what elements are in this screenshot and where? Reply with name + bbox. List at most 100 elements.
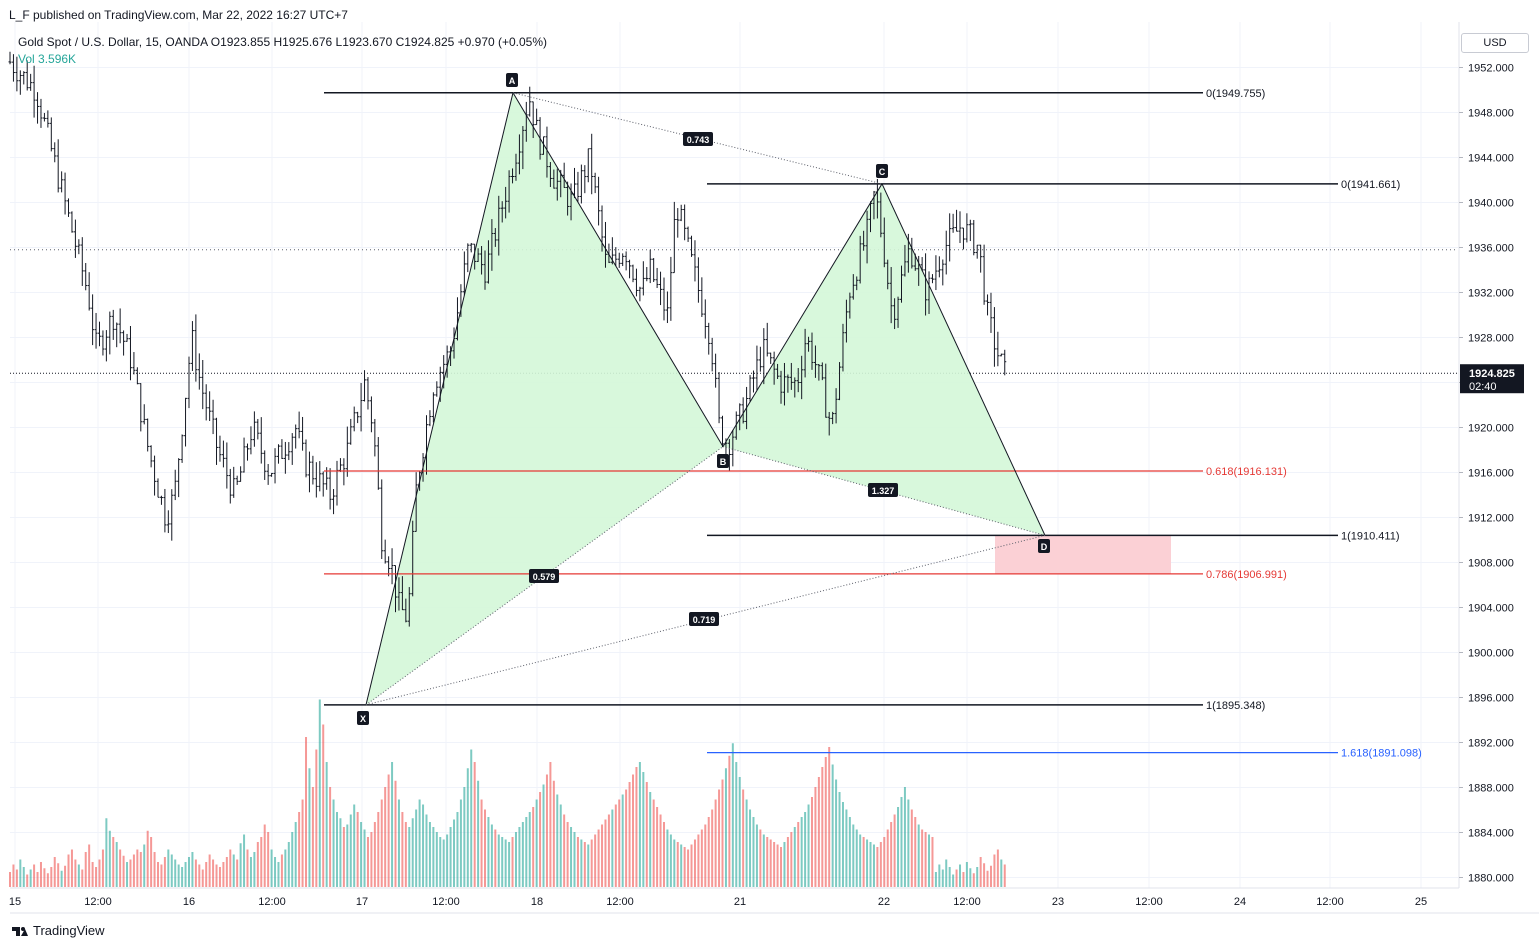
volume-bar (621, 794, 624, 887)
volume-bar (855, 829, 858, 887)
volume-bar (924, 832, 927, 887)
volume-bar (232, 854, 235, 887)
volume-bar (852, 824, 855, 887)
volume-bar (163, 857, 166, 887)
volume-bar (329, 787, 332, 887)
volume-bar (759, 829, 762, 887)
fib-label: 1(1895.348) (1206, 700, 1265, 712)
tradingview-logo[interactable]: TradingView (12, 923, 105, 938)
volume-bar (886, 829, 889, 887)
volume-bar (917, 824, 920, 887)
volume-bar (119, 849, 122, 887)
volume-bar (356, 812, 359, 887)
volume-bar (101, 849, 104, 887)
volume-bar (607, 814, 610, 887)
price-tick-label: 1912.000 (1468, 513, 1514, 525)
volume-bar (769, 839, 772, 887)
time-tick-label: 12:00 (606, 896, 634, 908)
ratio-label-bg (689, 612, 719, 626)
price-tick-label: 1928.000 (1468, 333, 1514, 345)
price-tick-label: 1948.000 (1468, 108, 1514, 120)
time-tick-label: 21 (734, 896, 746, 908)
volume-bar (525, 817, 528, 887)
price-tick-label: 1932.000 (1468, 288, 1514, 300)
volume-bar (976, 867, 979, 887)
volume-bar (497, 834, 500, 887)
volume-bar (332, 799, 335, 887)
volume-bar (718, 789, 721, 887)
volume-bar (77, 864, 80, 887)
volume-bar (504, 839, 507, 887)
volume-bar (604, 819, 607, 887)
fib-levels[interactable]: 0(1949.755) 0(1941.661) 0.618(1916.131) 1(1… (324, 88, 1422, 760)
volume-bar (84, 852, 87, 887)
volume-bar (721, 779, 724, 887)
volume-bar (449, 827, 452, 887)
xab-triangle (366, 92, 723, 705)
volume-bar (394, 780, 397, 887)
volume-legend[interactable]: Vol 3.596K (18, 52, 77, 66)
harmonic-pattern-lines[interactable]: 0.579 0.743 1.327 0.719 X A B C D (357, 73, 1050, 725)
point-label-text: X (360, 714, 366, 724)
volume-bar (363, 829, 366, 887)
volume-bar (508, 842, 511, 887)
current-price-value: 1924.825 (1469, 368, 1515, 380)
volume-bar (959, 864, 962, 887)
volume-bar (243, 834, 246, 887)
symbol-ohlc-line[interactable]: Gold Spot / U.S. Dollar, 15, OANDA O1923… (18, 35, 548, 49)
point-label-d: D (1038, 539, 1050, 553)
volume-bar (697, 834, 700, 887)
volume-bar (662, 822, 665, 887)
time-tick-label: 17 (356, 896, 368, 908)
volume-bar (236, 859, 239, 887)
volume-bar (64, 865, 67, 887)
volume-bar (576, 837, 579, 887)
price-tick-label: 1884.000 (1468, 828, 1514, 840)
volume-bar (181, 867, 184, 887)
fib-label: 1(1910.411) (1341, 530, 1400, 542)
volume-bar (907, 799, 910, 887)
volume-bar (996, 849, 999, 887)
volume-bar (910, 809, 913, 887)
volume-bar (993, 854, 996, 887)
time-tick-label: 12:00 (84, 896, 112, 908)
volume-bar (948, 867, 951, 887)
volume-bar (790, 832, 793, 887)
currency-button[interactable]: USD (1461, 33, 1529, 53)
price-tick-label: 1920.000 (1468, 423, 1514, 435)
volume-bar (714, 799, 717, 887)
price-axis[interactable]: 1952.000 1948.000 1944.000 1940.000 1936.000… (1458, 22, 1524, 888)
volume-bar (742, 789, 745, 887)
volume-bar (380, 799, 383, 887)
volume-bar (783, 842, 786, 887)
volume-bars (9, 699, 1006, 887)
pattern-ratio-line-ac (512, 92, 883, 185)
harmonic-pattern-fill (366, 92, 1171, 705)
volume-bar (831, 764, 834, 887)
volume-bar (263, 824, 266, 887)
volume-bar (566, 822, 569, 887)
volume-bar (666, 829, 669, 887)
volume-bar (473, 762, 476, 887)
ratio-label-text: 0.579 (533, 572, 556, 582)
time-axis[interactable]: 15 12:00 16 12:00 17 12:00 18 12:00 21 22 12:00 23 1… (9, 887, 1539, 914)
volume-bar (325, 762, 328, 887)
volume-bar (253, 852, 256, 887)
volume-bar (669, 834, 672, 887)
volume-bar (53, 857, 56, 887)
volume-bar (563, 814, 566, 887)
volume-bar (60, 870, 63, 887)
volume-bar (298, 812, 301, 887)
price-tick-label: 1900.000 (1468, 648, 1514, 660)
volume-bar (711, 809, 714, 887)
volume-bar (965, 862, 968, 887)
price-tick-label: 1896.000 (1468, 693, 1514, 705)
volume-bar (583, 842, 586, 887)
volume-bar (601, 824, 604, 887)
price-tick-label: 1908.000 (1468, 558, 1514, 570)
volume-bar (797, 822, 800, 887)
volume-bar (821, 767, 824, 887)
volume-bar (570, 827, 573, 887)
